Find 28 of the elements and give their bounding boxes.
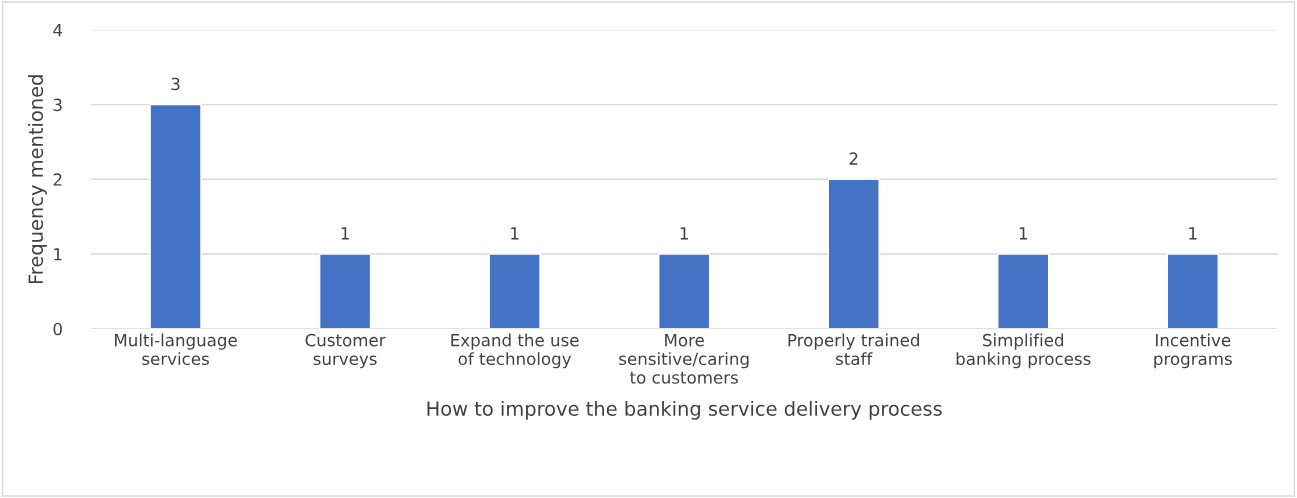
data-label: 1 bbox=[341, 227, 349, 240]
x-tick-label: Simplified banking process bbox=[956, 333, 1091, 369]
y-tick-label: 0 bbox=[53, 322, 62, 336]
data-label: 2 bbox=[849, 152, 858, 165]
bar bbox=[827, 178, 880, 329]
data-label: 3 bbox=[171, 77, 180, 91]
data-label: 1 bbox=[1189, 227, 1197, 240]
data-label: 1 bbox=[680, 227, 688, 240]
bar bbox=[149, 103, 202, 329]
bar bbox=[318, 253, 372, 329]
y-tick-label: 1 bbox=[54, 248, 62, 261]
data-label: 1 bbox=[511, 227, 519, 240]
bar bbox=[1166, 253, 1219, 329]
bar bbox=[997, 253, 1050, 329]
bar bbox=[658, 253, 711, 329]
x-tick-label: Multi-language services bbox=[115, 333, 237, 366]
x-axis-title: How to improve the banking service delivery process bbox=[427, 400, 942, 420]
data-label: 1 bbox=[1019, 227, 1027, 240]
y-axis-title: Frequency mentioned bbox=[28, 75, 47, 284]
y-tick-label: 3 bbox=[53, 98, 62, 112]
x-tick-label: Expand the use of technology bbox=[451, 333, 579, 369]
x-tick-label: Customer surveys bbox=[305, 333, 386, 369]
y-tick-label: 4 bbox=[53, 24, 63, 37]
x-tick-label: More sensitive/caring to customers bbox=[619, 334, 749, 384]
y-tick-label: 2 bbox=[53, 173, 62, 186]
x-tick-label: Properly trained staff bbox=[788, 333, 919, 366]
x-tick-label: Incentive programs bbox=[1154, 333, 1232, 369]
bar bbox=[488, 253, 541, 329]
